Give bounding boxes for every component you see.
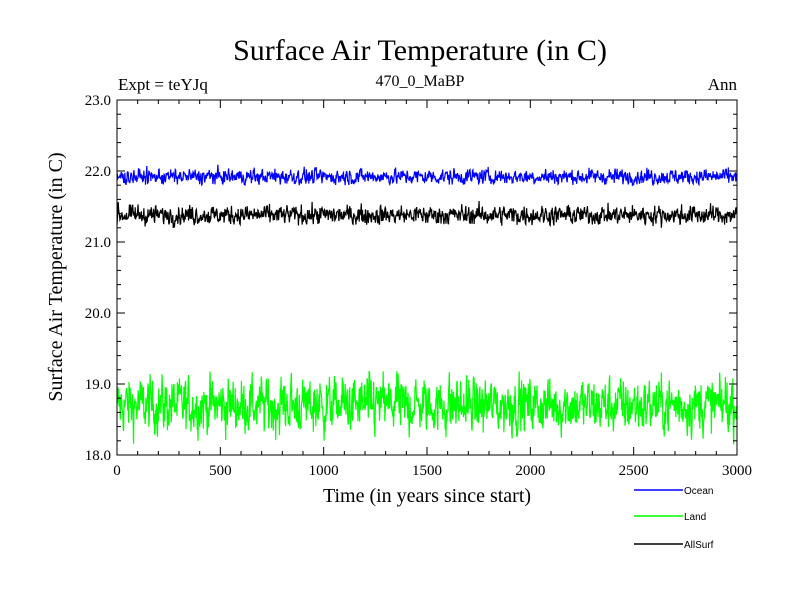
x-axis-label: Time (in years since start) [323,485,531,507]
y-tick-label: 19.0 [85,377,111,393]
y-tick-label: 23.0 [85,93,111,109]
axis-ticks: 0 500 1000 1500 2000 2500 3000 18.0 19.0 20.0 21.0… [85,93,752,479]
legend-label-land: Land [684,512,706,523]
plot-series [116,164,738,445]
y-tick-label: 18.0 [85,448,111,464]
x-tick-label: 1500 [412,463,442,479]
series-line-ocean [116,164,738,187]
series-line-land [116,370,738,445]
x-tick-label: 3000 [722,463,752,479]
y-tick-label: 21.0 [85,235,111,251]
y-axis-label: Surface Air Temperature (in C) [45,152,67,401]
legend-label-allsurf: AllSurf [684,540,714,551]
x-tick-label: 0 [113,463,121,479]
legend-label-ocean: Ocean [684,486,713,497]
experiment-label: Expt = teYJq [118,75,208,94]
chart-subtitle: 470_0_MaBP [376,73,465,90]
series-line-allsurf [116,201,738,229]
x-tick-label: 1000 [309,463,339,479]
y-tick-label: 20.0 [85,306,111,322]
x-tick-label: 500 [209,463,232,479]
chart-title: Surface Air Temperature (in C) [233,34,607,67]
y-tick-label: 22.0 [85,164,111,180]
legend: Ocean Land AllSurf [634,486,714,551]
season-label: Ann [708,75,738,94]
x-tick-label: 2000 [515,463,545,479]
x-tick-label: 2500 [619,463,649,479]
